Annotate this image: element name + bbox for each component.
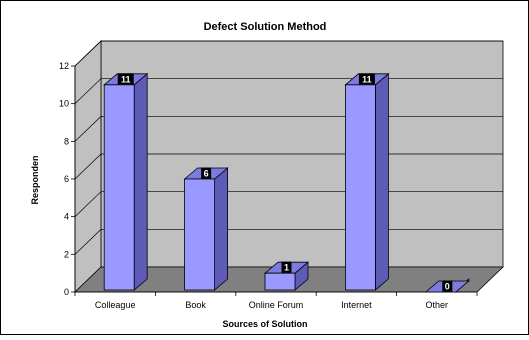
chart-title: Defect Solution Method: [204, 21, 327, 33]
data-label-3: 11: [362, 74, 372, 84]
y-tick-label-2: 4: [64, 212, 69, 222]
data-label-box-0: [117, 73, 134, 85]
y-tick-label-5: 10: [59, 99, 69, 109]
x-category-label-2: Online Forum: [249, 300, 304, 310]
bar-front-0: [103, 84, 135, 291]
bar-side-1: [214, 167, 229, 291]
data-label-box-2: [281, 261, 292, 273]
data-label-1: 6: [204, 169, 209, 179]
x-category-label-4: Other: [426, 300, 449, 310]
bar-0: 11: [103, 72, 149, 291]
bar-side-3: [374, 72, 389, 291]
gridline-6: [74, 40, 503, 67]
bar-front-2: [264, 272, 296, 291]
x-category-label-1: Book: [185, 300, 206, 310]
y-tick-label-1: 2: [64, 249, 69, 259]
y-tick-label-4: 8: [64, 136, 69, 146]
bar-front-1: [184, 178, 216, 291]
data-label-2: 1: [284, 263, 289, 273]
y-axis-title: Responden: [30, 155, 40, 204]
bar-3: 11: [344, 72, 390, 291]
data-label-box-1: [201, 167, 212, 179]
bar-4: 0: [424, 278, 470, 293]
x-axis-categories: Colleague Book Online Forum Internet Other: [74, 292, 478, 310]
bar-side-0: [133, 72, 148, 291]
x-axis-title: Sources of Solution: [222, 319, 307, 329]
data-label-4: 0: [445, 282, 450, 292]
data-label-0: 11: [121, 74, 131, 84]
x-category-label-3: Internet: [341, 300, 372, 310]
bar-2: 1: [263, 261, 310, 291]
x-category-label-0: Colleague: [95, 300, 136, 310]
y-tick-label-3: 6: [64, 174, 69, 184]
y-tick-label-6: 12: [59, 61, 69, 71]
bar-front-3: [344, 84, 376, 291]
data-label-box-4: [442, 280, 453, 292]
data-label-box-3: [358, 73, 375, 85]
bar-1: 6: [183, 167, 229, 291]
y-tick-label-0: 0: [64, 287, 69, 297]
